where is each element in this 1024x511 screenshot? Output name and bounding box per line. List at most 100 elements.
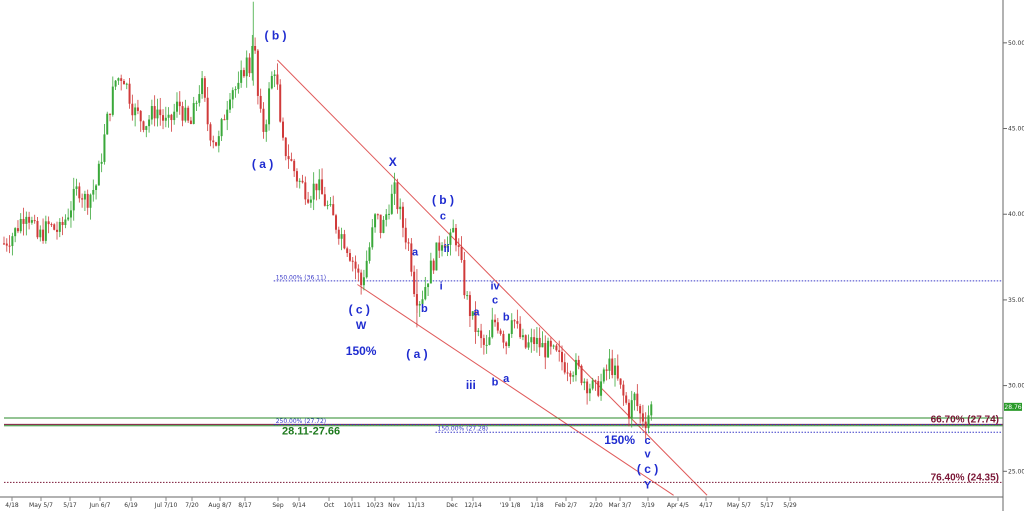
candle-body: [463, 260, 466, 296]
candle-body: [106, 113, 109, 135]
candle-body: [125, 83, 128, 85]
level-label: 250.00% (27.72): [276, 418, 326, 425]
candle-body: [206, 97, 209, 125]
x-tick-label: Sep: [272, 502, 284, 509]
candle-body: [432, 260, 435, 271]
wave-label: a: [473, 306, 480, 318]
candle-body: [178, 101, 181, 107]
candle-body: [11, 236, 14, 247]
candle-body: [293, 160, 296, 172]
candle-body: [435, 242, 438, 271]
candle-body: [184, 107, 187, 121]
candle-body: [516, 321, 519, 324]
x-tick-label: 12/14: [464, 502, 481, 509]
candle-body: [468, 295, 471, 316]
candle-body: [563, 362, 566, 373]
x-tick-label: 11/13: [407, 502, 424, 509]
x-tick-label: Feb 2/7: [555, 502, 577, 509]
candle-body: [399, 206, 402, 210]
x-tick-label: Dec: [446, 502, 458, 509]
candle-body: [441, 245, 444, 251]
candle-body: [650, 404, 653, 416]
candle-body: [298, 180, 301, 182]
candle-body: [192, 103, 195, 124]
candle-body: [223, 119, 226, 121]
candle-body: [128, 83, 131, 104]
candle-body: [248, 57, 251, 74]
candle-body: [242, 70, 245, 77]
candle-body: [449, 232, 452, 245]
candle-body: [187, 107, 190, 121]
wave-label: ( c ): [637, 462, 658, 476]
candle-body: [323, 194, 326, 206]
channel-line: [277, 59, 708, 496]
wave-label: 150%: [346, 344, 377, 358]
candle-body: [513, 320, 516, 322]
x-tick-label: 8/17: [238, 502, 252, 509]
candle-body: [231, 90, 234, 100]
wave-label: a: [503, 373, 510, 385]
candle-body: [19, 218, 22, 232]
candle-body: [181, 106, 184, 121]
candle-body: [145, 126, 148, 130]
wave-label: ( b ): [432, 193, 454, 207]
wave-label: ( a ): [252, 157, 273, 171]
y-tick-label: 50.00: [1008, 40, 1024, 47]
candle-body: [50, 224, 53, 226]
candle-body: [25, 216, 28, 224]
candle-body: [496, 322, 499, 331]
x-tick-label: 4/17: [699, 502, 713, 509]
channel-line: [357, 284, 674, 496]
candle-body: [443, 245, 446, 248]
candle-body: [259, 95, 262, 109]
candle-body: [499, 330, 502, 334]
candle-body: [549, 340, 552, 347]
candle-body: [438, 242, 441, 251]
candle-body: [488, 337, 491, 345]
candle-body: [452, 227, 455, 233]
y-tick-label: 45.00: [1008, 126, 1024, 133]
candle-body: [636, 393, 639, 407]
candle-body: [337, 229, 340, 239]
candle-body: [611, 358, 614, 376]
x-tick-label: Jun 6/7: [89, 502, 111, 509]
candle-body: [139, 110, 142, 122]
candle-body: [162, 115, 165, 121]
candle-body: [376, 214, 379, 216]
candle-body: [505, 342, 508, 347]
candle-body: [396, 182, 399, 210]
x-tick-label: 9/14: [292, 502, 306, 509]
x-tick-label: 4/18: [5, 502, 19, 509]
candle-body: [374, 214, 377, 228]
candle-body: [254, 45, 257, 51]
wave-label: c: [440, 210, 446, 222]
candle-body: [421, 299, 424, 304]
candle-body: [301, 180, 304, 183]
candle-body: [89, 194, 92, 208]
candle-body: [641, 413, 644, 422]
candle-body: [407, 242, 410, 244]
x-tick-label: '19 1/8: [500, 502, 521, 509]
candle-body: [69, 210, 72, 218]
candle-body: [348, 253, 351, 261]
candle-body: [346, 248, 349, 254]
candle-body: [30, 220, 33, 223]
candle-body: [56, 229, 59, 232]
candle-body: [555, 345, 558, 351]
candle-body: [591, 380, 594, 389]
wave-label: ( a ): [406, 347, 427, 361]
candle-body: [527, 342, 530, 348]
candle-body: [340, 234, 343, 239]
wave-label: b: [503, 311, 510, 323]
candle-body: [81, 198, 84, 200]
candle-body: [33, 220, 36, 222]
candle-body: [614, 365, 617, 376]
candle-body: [14, 228, 17, 237]
candle-body: [552, 345, 555, 347]
candle-body: [519, 323, 522, 338]
candle-body: [480, 330, 483, 339]
candle-body: [315, 183, 318, 191]
candle-body: [16, 228, 19, 232]
candle-body: [189, 120, 192, 124]
